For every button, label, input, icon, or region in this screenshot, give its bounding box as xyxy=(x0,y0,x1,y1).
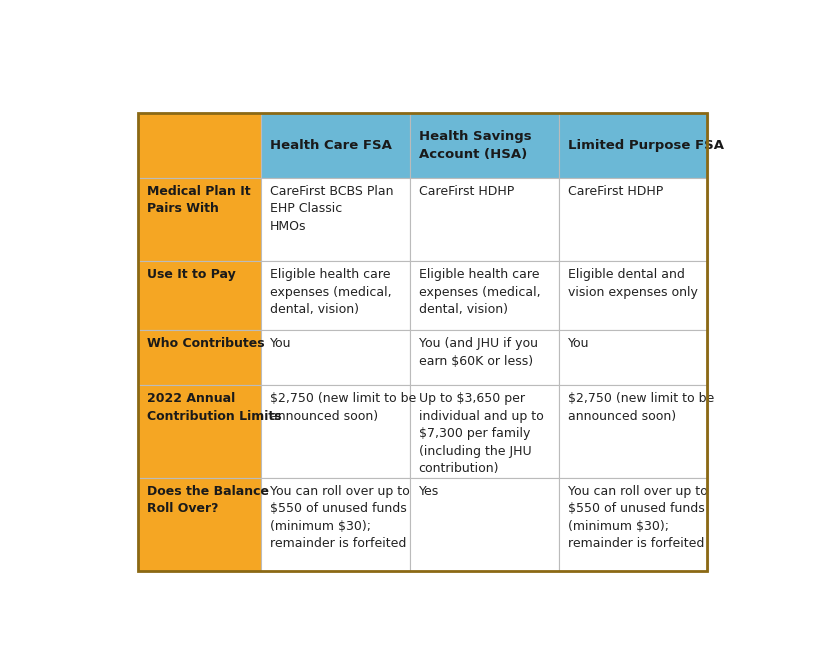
Bar xyxy=(410,177,559,261)
Text: Limited Purpose FSA: Limited Purpose FSA xyxy=(568,139,724,152)
Bar xyxy=(139,177,261,261)
Text: Eligible health care
expenses (medical,
dental, vision): Eligible health care expenses (medical, … xyxy=(270,268,391,316)
Bar xyxy=(139,478,261,570)
Bar xyxy=(559,177,708,261)
Text: You can roll over up to
$550 of unused funds
(minimum $30);
remainder is forfeit: You can roll over up to $550 of unused f… xyxy=(270,485,409,550)
Bar xyxy=(261,177,410,261)
Bar xyxy=(559,478,708,570)
Bar xyxy=(410,261,559,330)
Bar xyxy=(410,113,559,177)
Text: Who Contributes: Who Contributes xyxy=(147,338,265,350)
Text: You (and JHU if you
earn $60K or less): You (and JHU if you earn $60K or less) xyxy=(418,338,538,368)
Bar xyxy=(410,385,559,478)
Bar xyxy=(261,330,410,385)
Text: Does the Balance
Roll Over?: Does the Balance Roll Over? xyxy=(147,485,269,516)
Text: Eligible dental and
vision expenses only: Eligible dental and vision expenses only xyxy=(568,268,698,299)
Text: Use It to Pay: Use It to Pay xyxy=(147,268,236,281)
Bar xyxy=(139,385,261,478)
Text: Health Savings
Account (HSA): Health Savings Account (HSA) xyxy=(418,130,531,161)
Bar xyxy=(261,113,410,177)
Text: CareFirst HDHP: CareFirst HDHP xyxy=(418,185,514,198)
Bar xyxy=(261,385,410,478)
Text: You: You xyxy=(270,338,291,350)
Text: Health Care FSA: Health Care FSA xyxy=(270,139,391,152)
Bar xyxy=(139,261,261,330)
Text: Eligible health care
expenses (medical,
dental, vision): Eligible health care expenses (medical, … xyxy=(418,268,540,316)
Bar xyxy=(139,113,261,177)
Text: Yes: Yes xyxy=(418,485,439,498)
Bar xyxy=(261,478,410,570)
Text: $2,750 (new limit to be
announced soon): $2,750 (new limit to be announced soon) xyxy=(568,392,714,422)
Bar xyxy=(559,113,708,177)
Text: CareFirst BCBS Plan
EHP Classic
HMOs: CareFirst BCBS Plan EHP Classic HMOs xyxy=(270,185,393,233)
Text: $2,750 (new limit to be
announced soon): $2,750 (new limit to be announced soon) xyxy=(270,392,416,422)
Bar xyxy=(410,478,559,570)
Bar xyxy=(559,385,708,478)
Text: You can roll over up to
$550 of unused funds
(minimum $30);
remainder is forfeit: You can roll over up to $550 of unused f… xyxy=(568,485,708,550)
Bar xyxy=(139,113,707,570)
Bar xyxy=(559,261,708,330)
Bar xyxy=(559,330,708,385)
Bar xyxy=(410,330,559,385)
Bar xyxy=(261,261,410,330)
Bar xyxy=(139,330,261,385)
Text: Medical Plan It
Pairs With: Medical Plan It Pairs With xyxy=(147,185,251,215)
Text: CareFirst HDHP: CareFirst HDHP xyxy=(568,185,663,198)
Text: Up to $3,650 per
individual and up to
$7,300 per family
(including the JHU
contr: Up to $3,650 per individual and up to $7… xyxy=(418,392,544,475)
Text: You: You xyxy=(568,338,589,350)
Text: 2022 Annual
Contribution Limits: 2022 Annual Contribution Limits xyxy=(147,392,282,422)
